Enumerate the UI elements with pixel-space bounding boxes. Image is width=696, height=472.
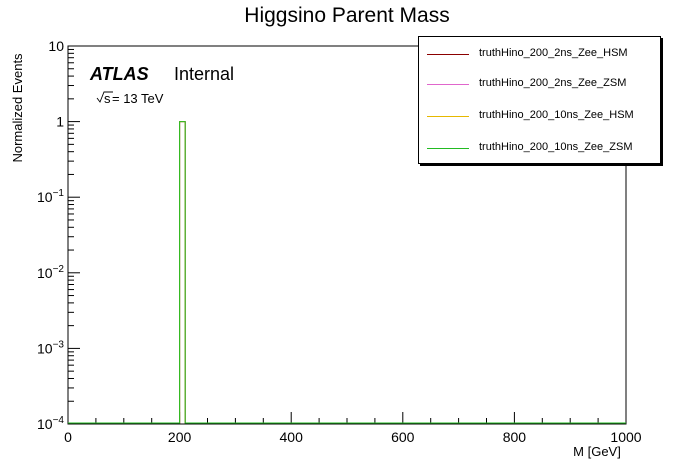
x-tick-label: 1000 bbox=[610, 429, 641, 445]
legend-entry-2: truthHino_200_2ns_Zee_ZSM bbox=[419, 75, 659, 95]
legend-label-1: truthHino_200_2ns_Zee_HSM bbox=[479, 47, 628, 59]
x-tick-label: 0 bbox=[64, 429, 72, 445]
legend-swatch-2 bbox=[427, 84, 469, 85]
energy-sqrt-arg: s bbox=[104, 91, 111, 106]
sqrt-symbol bbox=[96, 91, 113, 103]
x-axis-label: M [GeV] bbox=[573, 444, 621, 459]
x-tick-label: 200 bbox=[168, 429, 192, 445]
energy-label: s = 13 TeV bbox=[96, 91, 164, 106]
internal-label: Internal bbox=[174, 64, 234, 84]
legend-label-4: truthHino_200_10ns_Zee_ZSM bbox=[479, 141, 633, 153]
legend-swatch-4 bbox=[427, 148, 469, 149]
legend-swatch-3 bbox=[427, 116, 469, 117]
histogram-series bbox=[68, 121, 626, 424]
legend-entry-1: truthHino_200_2ns_Zee_HSM bbox=[419, 45, 659, 65]
y-tick-label: 10−2 bbox=[37, 264, 64, 281]
x-axis: 0 200 400 600 800 1000 bbox=[64, 412, 642, 445]
legend: truthHino_200_2ns_Zee_HSM truthHino_200_… bbox=[418, 36, 661, 164]
legend-swatch-1 bbox=[427, 54, 469, 55]
y-axis-label: Normalized Events bbox=[10, 53, 25, 163]
legend-entry-3: truthHino_200_10ns_Zee_HSM bbox=[419, 107, 659, 127]
histogram-series-1 bbox=[68, 121, 626, 424]
x-tick-label: 800 bbox=[503, 429, 527, 445]
histogram-series-2 bbox=[68, 121, 626, 424]
y-tick-label: 10 bbox=[48, 38, 64, 54]
atlas-label: ATLAS bbox=[89, 64, 149, 84]
histogram-series-3 bbox=[68, 121, 626, 424]
legend-label-3: truthHino_200_10ns_Zee_HSM bbox=[479, 109, 634, 121]
x-tick-label: 600 bbox=[391, 429, 415, 445]
chart-title: Higgsino Parent Mass bbox=[244, 4, 449, 27]
y-tick-label: 10−1 bbox=[37, 188, 64, 205]
y-axis: 10−4 10−3 10−2 10−1 1 10 bbox=[37, 38, 80, 432]
legend-entry-4: truthHino_200_10ns_Zee_ZSM bbox=[419, 139, 659, 159]
energy-value: = 13 TeV bbox=[112, 91, 164, 106]
y-tick-label: 1 bbox=[56, 114, 64, 130]
y-tick-label: 10−4 bbox=[37, 415, 64, 432]
histogram-series-4 bbox=[68, 121, 626, 424]
legend-label-2: truthHino_200_2ns_Zee_ZSM bbox=[479, 77, 627, 89]
x-tick-label: 400 bbox=[280, 429, 304, 445]
y-tick-label: 10−3 bbox=[37, 339, 64, 356]
